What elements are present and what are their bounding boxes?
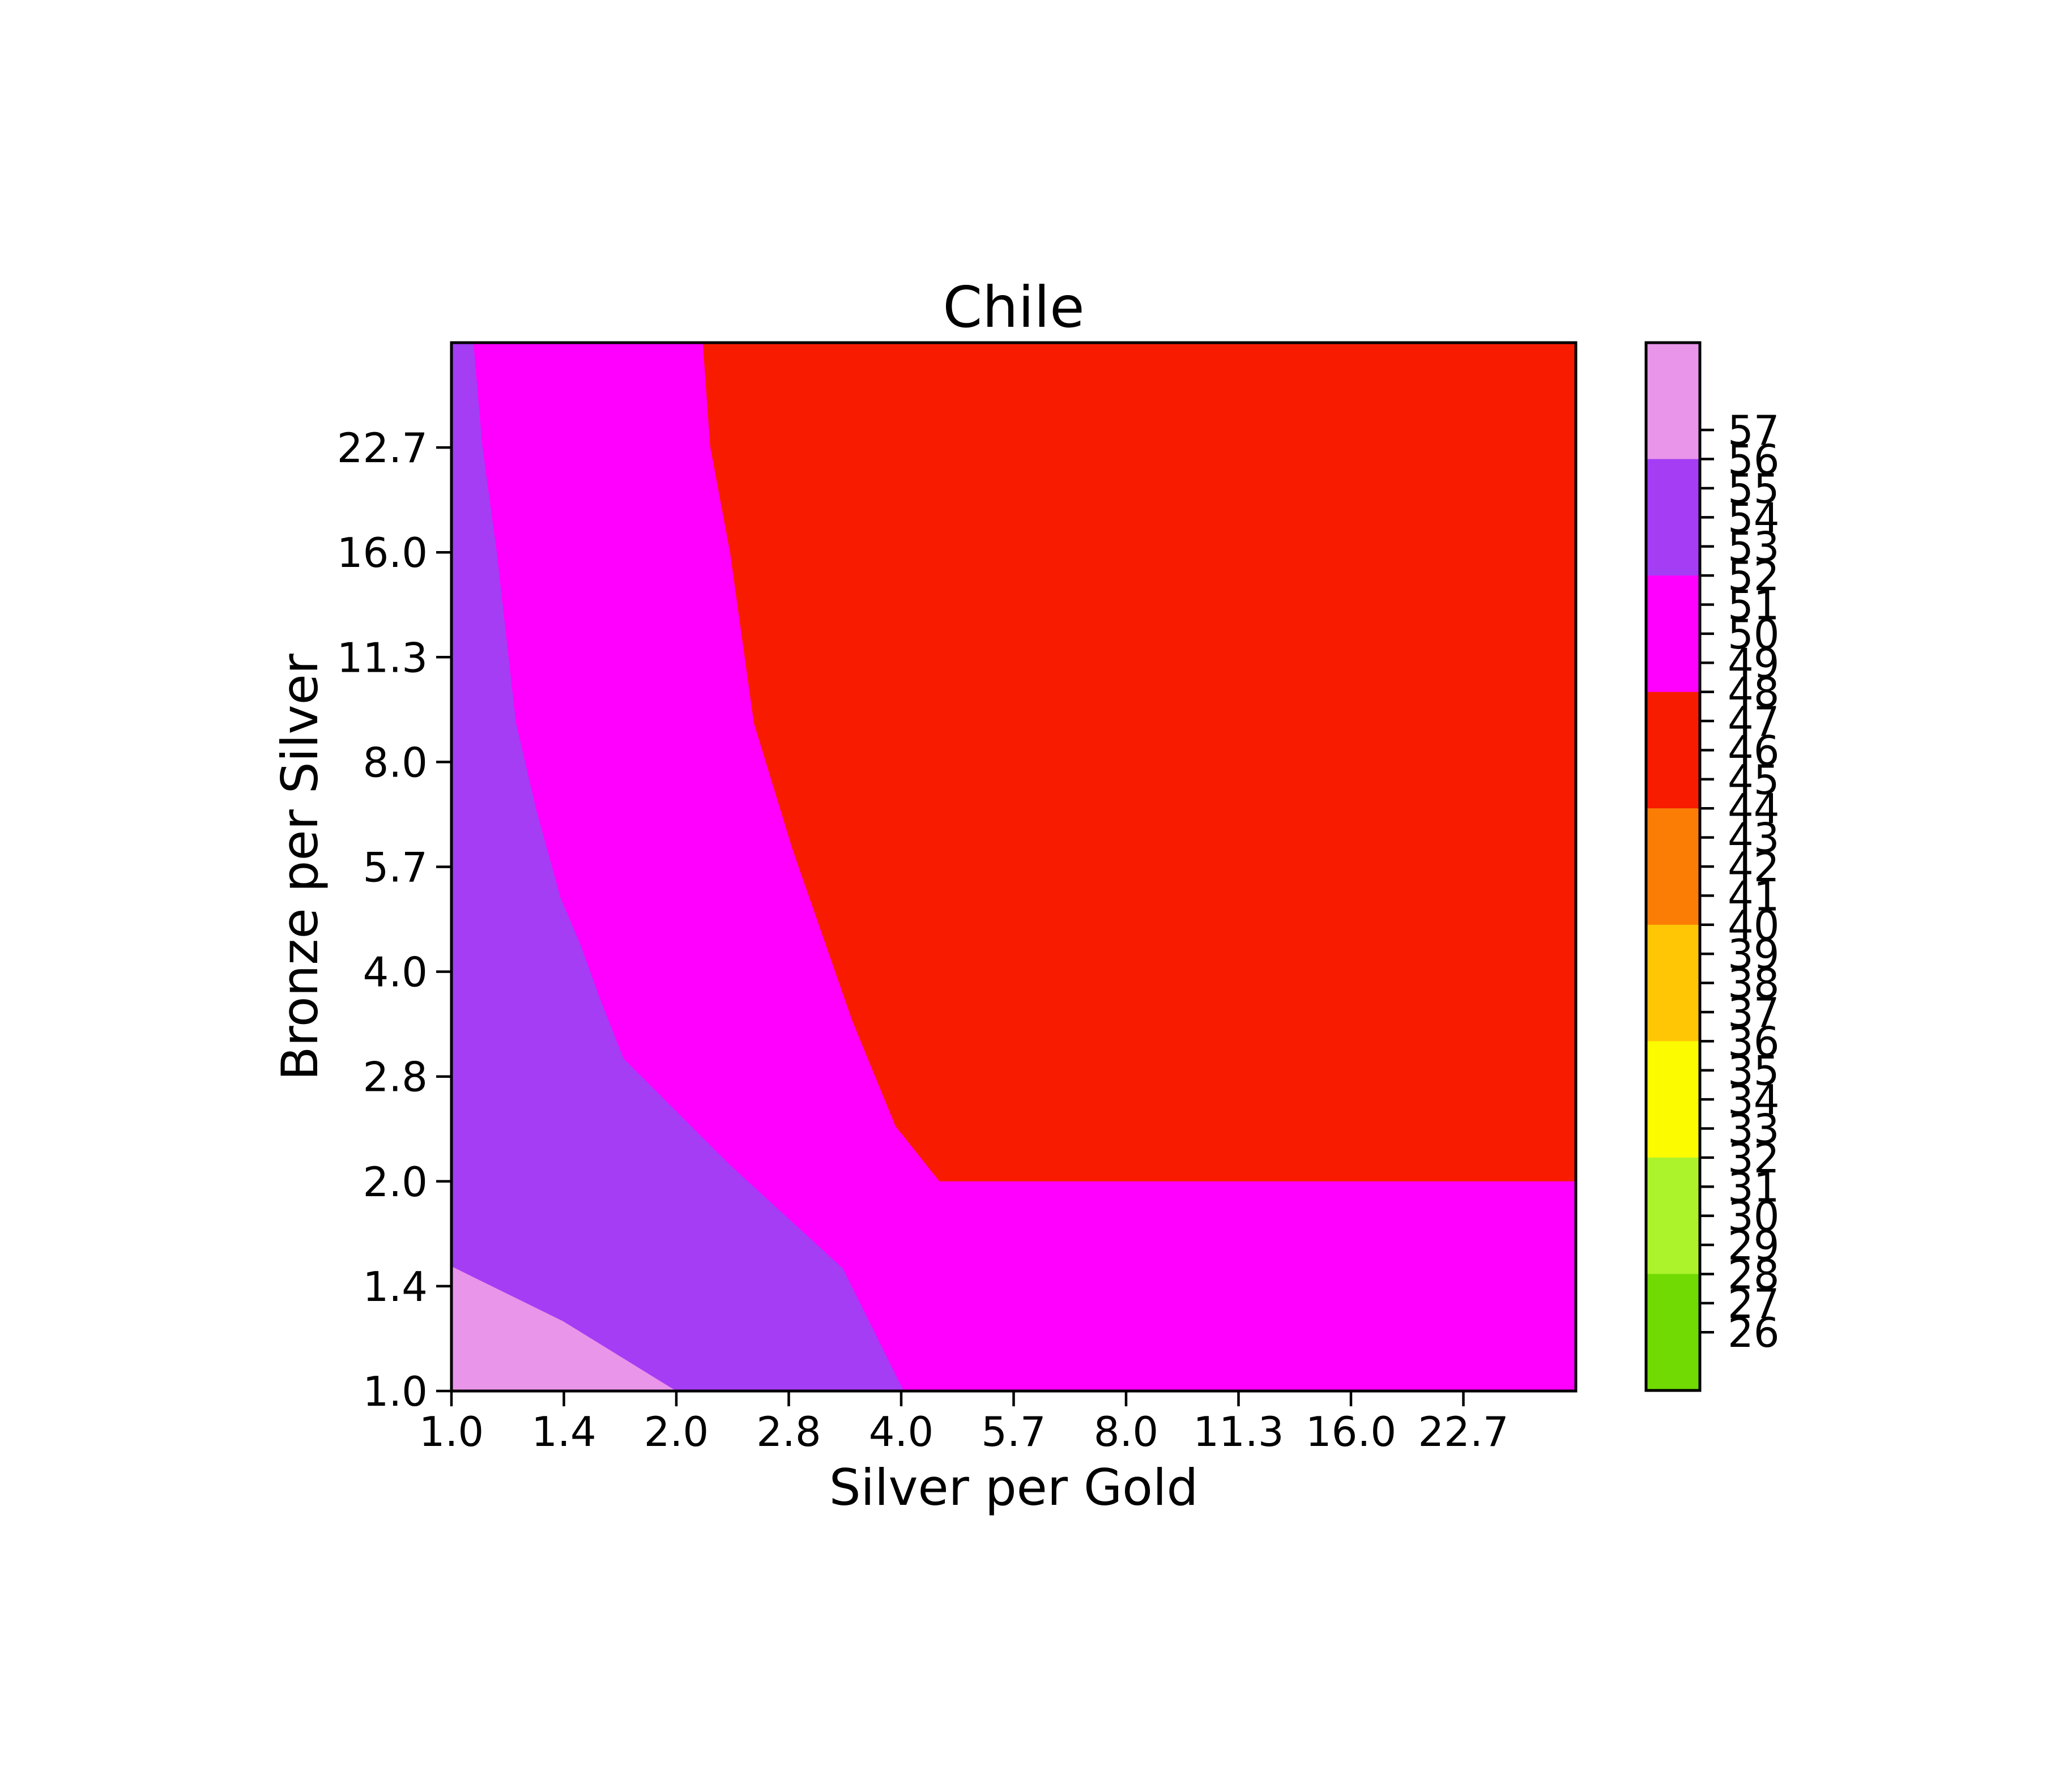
x-tick-label: 1.4 <box>531 1408 596 1456</box>
x-tick-label: 4.0 <box>869 1408 934 1456</box>
colorbar-segment <box>1646 1041 1700 1158</box>
contour-region-44-48 <box>702 343 1576 1181</box>
y-tick-label: 11.3 <box>337 634 428 681</box>
colorbar-segment <box>1646 692 1700 809</box>
colorbar-tick-label: 54 <box>1728 494 1780 541</box>
x-tick-label: 5.7 <box>981 1408 1046 1456</box>
chart-title: Chile <box>943 274 1085 340</box>
colorbar-tick-label: 42 <box>1728 843 1780 891</box>
x-tick-label: 8.0 <box>1094 1408 1159 1456</box>
y-tick-label: 1.0 <box>363 1368 428 1415</box>
colorbar-tick-label: 47 <box>1728 698 1780 745</box>
colorbar-tick-label: 26 <box>1728 1309 1780 1356</box>
colorbar-tick-label: 37 <box>1728 989 1780 1036</box>
colorbar-tick-label: 32 <box>1728 1134 1780 1182</box>
colorbar-tick-label: 29 <box>1728 1222 1780 1269</box>
colorbar-tick-label: 35 <box>1728 1047 1780 1095</box>
colorbar-tick-label: 43 <box>1728 814 1780 862</box>
colorbar-segment <box>1646 459 1700 577</box>
colorbar-tick-label: 40 <box>1728 902 1780 949</box>
colorbar-segment <box>1646 575 1700 693</box>
colorbar-tick-label: 33 <box>1728 1106 1780 1153</box>
y-tick-label: 4.0 <box>363 949 428 996</box>
x-tick-label: 11.3 <box>1193 1408 1284 1456</box>
contour-region-56-60 <box>451 1266 676 1391</box>
y-tick-label: 2.8 <box>363 1053 428 1101</box>
y-tick-label: 16.0 <box>337 529 428 577</box>
colorbar-tick-label: 52 <box>1728 552 1780 600</box>
x-tick-label: 1.0 <box>419 1408 484 1456</box>
y-tick-label: 22.7 <box>337 424 428 472</box>
colorbar-segment <box>1646 924 1700 1042</box>
colorbar-tick-label: 36 <box>1728 1018 1780 1065</box>
colorbar-tick-label: 30 <box>1728 1193 1780 1240</box>
x-tick-label: 2.0 <box>644 1408 709 1456</box>
colorbar-tick-label: 28 <box>1728 1251 1780 1298</box>
colorbar-tick-label: 46 <box>1728 727 1780 774</box>
colorbar-segment <box>1646 343 1700 460</box>
colorbar-tick-label: 45 <box>1728 756 1780 804</box>
y-tick-label: 1.4 <box>363 1263 428 1311</box>
y-tick-label: 8.0 <box>363 739 428 786</box>
x-tick-label: 16.0 <box>1306 1408 1396 1456</box>
x-tick-label: 22.7 <box>1418 1408 1508 1456</box>
colorbar-segment <box>1646 1274 1700 1391</box>
y-tick-label: 2.0 <box>363 1158 428 1206</box>
colorbar-tick-label: 55 <box>1728 465 1780 513</box>
colorbar-tick-label: 53 <box>1728 523 1780 571</box>
colorbar-tick-label: 44 <box>1728 785 1780 833</box>
colorbar-tick-label: 56 <box>1728 436 1780 484</box>
colorbar-tick-label: 48 <box>1728 669 1780 716</box>
x-axis-label: Silver per Gold <box>829 1458 1199 1517</box>
colorbar-tick-label: 57 <box>1728 407 1780 454</box>
y-tick-label: 5.7 <box>363 843 428 891</box>
colorbar-tick-label: 50 <box>1728 611 1780 658</box>
colorbar-tick-label: 34 <box>1728 1076 1780 1124</box>
x-tick-label: 2.8 <box>756 1408 821 1456</box>
colorbar-tick-label: 41 <box>1728 872 1780 920</box>
contour-region-52-56 <box>451 343 904 1391</box>
colorbar-segment <box>1646 808 1700 925</box>
colorbar-tick-label: 38 <box>1728 960 1780 1008</box>
colorbar-tick-label: 39 <box>1728 931 1780 978</box>
colorbar-tick-label: 51 <box>1728 582 1780 629</box>
colorbar-tick-label: 49 <box>1728 639 1780 687</box>
colorbar-tick-label: 27 <box>1728 1280 1780 1328</box>
y-axis-label: Bronze per Silver <box>271 653 329 1081</box>
colorbar-tick-label: 31 <box>1728 1163 1780 1211</box>
colorbar-segment <box>1646 1157 1700 1275</box>
